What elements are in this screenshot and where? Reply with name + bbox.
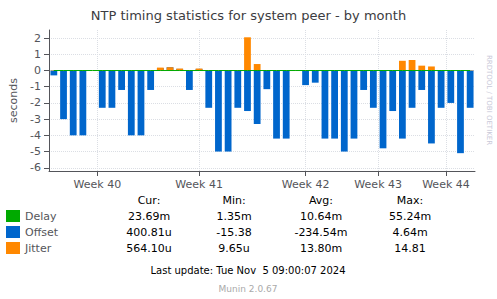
svg-text:seconds: seconds bbox=[7, 78, 20, 123]
svg-text:-2: -2 bbox=[30, 96, 41, 109]
svg-text:9.65u: 9.65u bbox=[218, 242, 249, 255]
svg-text:55.24m: 55.24m bbox=[389, 210, 431, 223]
svg-text:1.35m: 1.35m bbox=[216, 210, 251, 223]
svg-text:-1: -1 bbox=[30, 80, 41, 93]
svg-text:0: 0 bbox=[34, 64, 41, 77]
svg-text:-5: -5 bbox=[30, 145, 41, 158]
svg-text:-4: -4 bbox=[30, 129, 41, 142]
svg-text:Max:: Max: bbox=[397, 194, 423, 207]
svg-text:1: 1 bbox=[34, 48, 41, 61]
svg-text:Week 44: Week 44 bbox=[422, 178, 470, 191]
svg-text:Week 42: Week 42 bbox=[282, 178, 330, 191]
svg-text:10.64m: 10.64m bbox=[300, 210, 342, 223]
svg-text:Offset: Offset bbox=[25, 226, 59, 239]
svg-text:-234.54m: -234.54m bbox=[294, 226, 347, 239]
svg-text:13.80m: 13.80m bbox=[300, 242, 342, 255]
svg-text:Week 40: Week 40 bbox=[74, 178, 122, 191]
svg-text:Munin 2.0.67: Munin 2.0.67 bbox=[219, 284, 278, 294]
svg-text:2: 2 bbox=[34, 32, 41, 45]
svg-text:23.69m: 23.69m bbox=[128, 210, 170, 223]
svg-text:Avg:: Avg: bbox=[309, 194, 333, 207]
svg-text:Delay: Delay bbox=[25, 210, 57, 223]
svg-text:Min:: Min: bbox=[222, 194, 245, 207]
svg-text:Cur:: Cur: bbox=[138, 194, 161, 207]
svg-text:4.64m: 4.64m bbox=[392, 226, 427, 239]
svg-text:-15.38: -15.38 bbox=[216, 226, 251, 239]
svg-text:564.10u: 564.10u bbox=[126, 242, 171, 255]
svg-text:Week 43: Week 43 bbox=[354, 178, 402, 191]
svg-text:14.81: 14.81 bbox=[394, 242, 426, 255]
svg-text:400.81u: 400.81u bbox=[126, 226, 171, 239]
svg-text:Week 41: Week 41 bbox=[175, 178, 223, 191]
svg-text:RRDTOOL / TOBI OETIKER: RRDTOOL / TOBI OETIKER bbox=[485, 55, 493, 145]
svg-text:Last update: Tue Nov 5 09:00:: Last update: Tue Nov 5 09:00:07 2024 bbox=[150, 265, 345, 276]
svg-text:-3: -3 bbox=[30, 113, 41, 126]
svg-text:Jitter: Jitter bbox=[24, 242, 52, 255]
svg-text:NTP timing statistics for syst: NTP timing statistics for system peer - … bbox=[91, 8, 406, 23]
svg-text:-6: -6 bbox=[30, 161, 41, 174]
